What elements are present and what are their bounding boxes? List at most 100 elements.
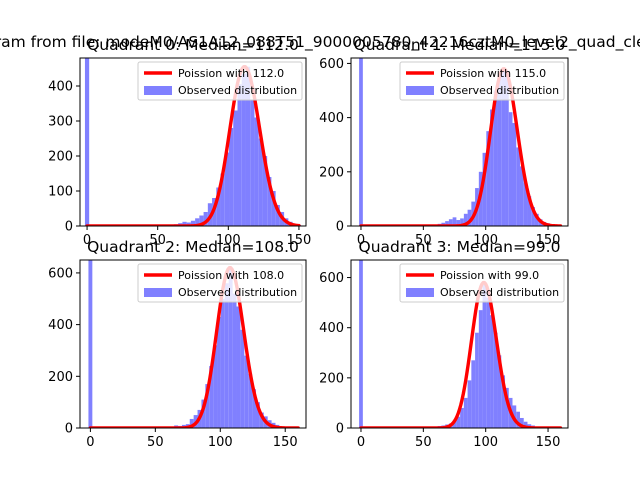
legend-label-poisson: Poission with 112.0	[178, 67, 284, 80]
histogram-bar	[519, 417, 524, 428]
histogram-bar	[471, 360, 476, 428]
poisson-curve	[88, 266, 300, 428]
legend: Poission with 108.0 Observed distribution	[137, 263, 303, 303]
histogram-bar	[201, 399, 206, 428]
legend: Poission with 112.0 Observed distribution	[137, 61, 303, 101]
x-tick-label: 0	[357, 435, 365, 450]
y-tick-label: 400	[48, 318, 73, 333]
histogram-bar	[508, 112, 513, 226]
histogram-bar	[531, 207, 535, 226]
histogram-bar	[255, 402, 260, 428]
legend-hist-swatch	[406, 86, 434, 95]
histogram-bar	[228, 267, 233, 428]
histogram-bar	[486, 131, 491, 226]
histogram-bar	[486, 297, 491, 428]
histogram-bar	[267, 177, 272, 226]
subplot-quadrant-2: 0 50 100 150 0 200 400 600 Poission with 108.0 Ob…	[48, 238, 307, 450]
legend-label-observed: Observed distribution	[178, 84, 297, 97]
histogram-bar	[493, 332, 498, 428]
y-tick-label: 600	[319, 57, 344, 72]
histogram-bar	[236, 306, 241, 428]
histogram-bar	[490, 109, 494, 226]
x-tick-label: 100	[473, 233, 498, 248]
histogram-bar	[190, 220, 196, 226]
subplot-title: Quadrant 2: Median=108.0	[87, 238, 299, 256]
x-tick-label: 150	[287, 233, 312, 248]
axes-frame	[350, 57, 569, 227]
legend-label-poisson: Poission with 99.0	[440, 269, 539, 282]
histogram-bar	[258, 138, 263, 226]
x-tick-label: 50	[147, 435, 164, 450]
legend-box	[137, 263, 303, 303]
histogram-bar	[475, 332, 479, 428]
plot-area	[359, 260, 563, 428]
subplot-title: Quadrant 0: Median=112.0	[87, 36, 299, 54]
histogram-bar	[463, 213, 468, 226]
y-tick-label: 400	[48, 80, 73, 95]
histogram-bar	[497, 74, 502, 226]
y-tick-label: 400	[319, 321, 344, 336]
subplot-title: Quadrant 3: Median=99.0	[359, 238, 561, 256]
histogram-bar-zero	[359, 58, 363, 226]
y-tick-label: 200	[319, 165, 344, 180]
axes-frame	[79, 259, 307, 429]
x-tick-label: 150	[536, 233, 561, 248]
histogram-bar	[505, 387, 509, 428]
x-tick-label: 50	[415, 435, 432, 450]
x-tick-label: 150	[536, 435, 561, 450]
histogram-bar	[189, 418, 194, 428]
histogram-bar	[460, 407, 464, 428]
histogram-bar	[244, 355, 249, 428]
legend: Poission with 115.0 Observed distribution	[399, 61, 565, 101]
histogram-bar-zero	[88, 260, 93, 428]
x-tick-label: 100	[208, 435, 233, 450]
plot-area	[84, 58, 302, 226]
legend-label-observed: Observed distribution	[440, 84, 559, 97]
y-tick-label: 400	[319, 111, 344, 126]
histogram-bar	[232, 293, 237, 428]
legend-hist-swatch	[144, 86, 172, 95]
legend-hist-swatch	[144, 288, 172, 297]
legend-box	[399, 263, 565, 303]
legend-label-observed: Observed distribution	[440, 286, 559, 299]
y-tick-label: 300	[48, 115, 73, 130]
histogram-bar	[478, 310, 483, 428]
histogram-bar	[224, 283, 229, 428]
histogram-bar	[259, 412, 264, 428]
legend-label-poisson: Poission with 115.0	[440, 67, 546, 80]
histogram-bar	[252, 389, 256, 428]
histogram-bar	[497, 355, 502, 428]
histogram-bar	[199, 215, 204, 226]
histogram-bar	[203, 212, 208, 226]
y-tick-label: 600	[319, 271, 344, 286]
histogram-bar	[229, 128, 234, 226]
histogram-bar	[262, 156, 268, 226]
histogram-bar	[195, 218, 200, 226]
x-tick-label: 50	[415, 233, 432, 248]
poisson-curve	[359, 280, 563, 428]
histogram-bar	[516, 147, 520, 226]
histogram-bar	[248, 373, 253, 428]
axes-frame	[350, 259, 569, 429]
histogram-bar	[527, 196, 532, 226]
histogram-bar	[254, 117, 259, 226]
histogram-bar	[220, 298, 225, 428]
x-tick-label: 0	[83, 233, 91, 248]
y-tick-label: 0	[336, 220, 344, 235]
x-tick-label: 100	[473, 435, 498, 450]
legend-label-observed: Observed distribution	[178, 286, 297, 299]
histogram-bar	[452, 420, 457, 428]
histogram-bar	[452, 217, 457, 226]
histogram-bar	[217, 316, 221, 428]
histogram-bar	[213, 345, 218, 428]
histogram-bar	[516, 411, 520, 428]
legend-label-poisson: Poission with 108.0	[178, 269, 284, 282]
histogram-bar	[245, 66, 251, 226]
legend: Poission with 99.0 Observed distribution	[399, 263, 565, 303]
histogram-bar	[512, 123, 517, 226]
x-tick-label: 150	[273, 435, 298, 450]
x-tick-label: 0	[86, 435, 94, 450]
subplot-quadrant-0: 0 50 100 150 0 100 200 300 400 Poission with 112.…	[48, 36, 311, 248]
x-tick-label: 100	[216, 233, 241, 248]
y-tick-label: 600	[48, 266, 73, 281]
